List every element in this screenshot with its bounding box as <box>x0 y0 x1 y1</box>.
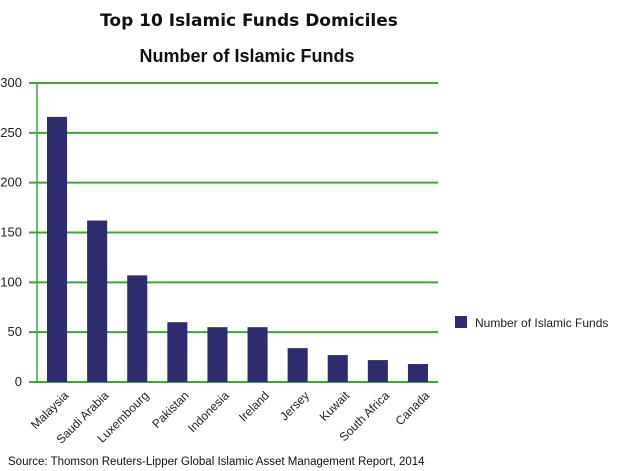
bar-kuwait <box>327 355 348 382</box>
bar-jersey <box>287 348 308 382</box>
bar-saudi-arabia <box>87 220 108 382</box>
x-tick-label: Ireland <box>236 388 272 424</box>
x-tick-label: Indonesia <box>185 388 232 435</box>
legend-label: Number of Islamic Funds <box>475 316 608 330</box>
y-tick-label: 50 <box>8 324 22 339</box>
chart-title: Top 10 Islamic Funds Domiciles <box>100 11 398 31</box>
y-tick-label: 300 <box>0 75 22 90</box>
source-note: Source: Thomson Reuters-Lipper Global Is… <box>8 456 425 468</box>
y-tick-label: 100 <box>0 274 22 289</box>
bars <box>47 116 428 383</box>
y-tick-label: 250 <box>0 125 22 140</box>
bar-south-africa <box>367 360 388 382</box>
legend-swatch <box>455 316 467 328</box>
x-tick-label: Jersey <box>277 388 312 423</box>
y-axis-ticks: 0 50 100 150 200 250 300 <box>0 75 22 389</box>
bar-luxembourg <box>127 275 148 382</box>
x-tick-label: Kuwait <box>317 388 353 424</box>
bar-pakistan <box>167 322 188 382</box>
y-tick-label: 200 <box>0 175 22 190</box>
y-tick-label: 150 <box>0 225 22 240</box>
bar-malaysia <box>47 116 68 383</box>
y-tick-label: 0 <box>15 374 22 389</box>
bar-canada <box>407 364 428 382</box>
bar-ireland <box>247 327 268 382</box>
bar-indonesia <box>207 327 228 382</box>
legend: Number of Islamic Funds <box>455 316 608 330</box>
x-tick-label: Canada <box>393 388 433 428</box>
chart-subtitle: Number of Islamic Funds <box>139 46 354 66</box>
